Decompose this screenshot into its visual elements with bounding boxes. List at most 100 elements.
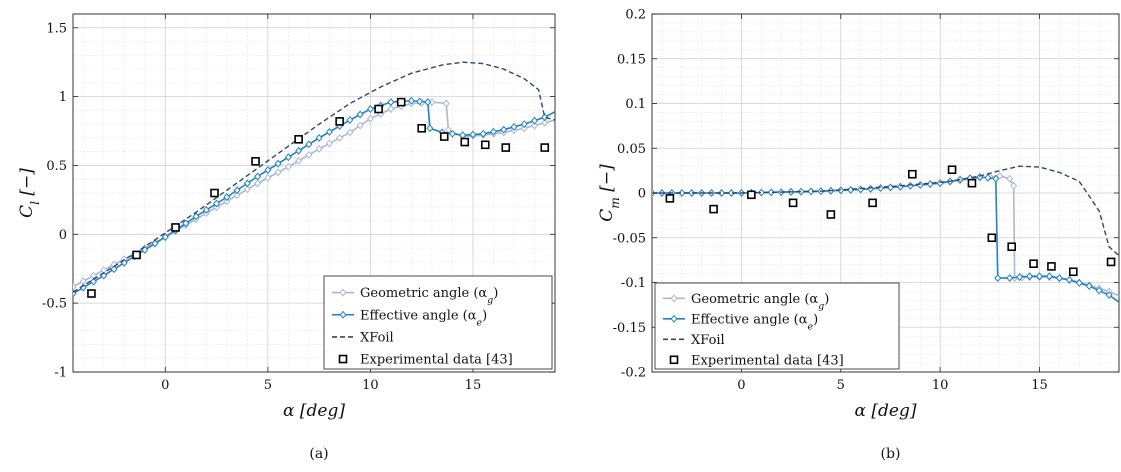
data-point-diamond [718,189,726,197]
data-point-diamond [295,156,303,165]
data-point-diamond [916,180,924,189]
data-point-diamond [887,183,894,192]
data-point-diamond [469,130,477,139]
y-axis-label: Cm [−] [597,164,622,222]
y-tick-label: -1 [54,366,67,381]
data-point-diamond [346,116,354,124]
legend-entry-label: XFoil [691,333,725,348]
data-point-diamond [1095,286,1103,295]
data-point-square [171,223,180,232]
subscript: g [487,295,493,306]
data-point-diamond [1026,272,1034,281]
data-point-diamond [877,184,884,193]
data-point-diamond [896,182,904,191]
data-point-square [87,289,96,298]
data-point-diamond [356,110,364,119]
data-point-square [460,137,470,147]
plot-frame [72,13,556,373]
data-point-square [967,178,977,188]
plot-area [73,61,555,298]
chart-panel-b: -0.2 -0.15 -0.1 -0.05 0 0.05 0.1 0.15 0.2 0 5 10 15 α… [597,8,1120,462]
x-tick-label: 10 [932,378,949,393]
data-point-square [294,135,303,144]
data-point-square [335,117,344,126]
y-tick-label: 0.1 [625,97,646,112]
legend-entry-label: Effective angle (αe) [691,312,818,332]
data-point-diamond [807,187,815,196]
text-run: Experimental data [43] [360,353,513,368]
data-point-square [396,97,406,107]
data-point-square [1007,242,1016,251]
legend: Geometric angle (αg)Effective angle (αe)… [323,275,553,370]
data-point-diamond [141,245,149,254]
text-run: Geometric angle (α [360,286,487,301]
text-run: C [17,205,37,218]
data-point-diamond [531,116,538,125]
data-point-diamond [490,127,497,136]
series-3 [87,97,550,298]
data-point-square [1047,262,1056,271]
data-point-diamond [424,98,432,107]
data-point-diamond [479,129,487,138]
data-point-diamond [500,125,508,134]
series-1 [73,96,555,298]
data-point-diamond [444,125,452,134]
data-point-diamond [325,127,333,136]
data-point-square [826,210,836,219]
data-point-diamond [336,133,344,142]
data-point-diamond [1010,181,1018,190]
panel-label: (a) [309,446,328,462]
data-point-diamond [202,206,210,214]
data-point-square [665,194,675,203]
data-point-diamond [797,187,805,196]
panel-label: (b) [881,446,901,462]
data-point-diamond [531,121,538,130]
legend-entry-label: Geometric angle (αg) [691,292,829,312]
data-point-diamond [387,105,395,113]
data-point-diamond [284,162,292,171]
data-point-square [1106,257,1116,267]
data-point-diamond [510,122,518,131]
data-point-diamond [520,120,528,129]
y-tick-label: 0 [638,187,646,202]
subscript: e [477,317,483,328]
data-point-diamond [1006,274,1014,282]
data-point-diamond [295,146,303,155]
data-point-square [501,143,511,152]
data-point-square [947,165,957,175]
data-point-square [709,204,718,214]
data-point-diamond [1065,275,1073,284]
legend-entry-label: XFoil [360,330,394,345]
text-run: [−] [17,168,37,201]
data-point-square [868,198,877,208]
data-point-square [374,104,383,114]
series-2 [73,61,555,293]
text-run: Effective angle (α [691,312,808,327]
data-point-diamond [996,172,1004,180]
data-point-diamond [857,185,865,194]
data-point-diamond [305,140,313,149]
data-point-diamond [233,191,241,200]
data-point-diamond [110,265,118,274]
data-point-diamond [284,153,292,162]
text-run: C [597,209,617,222]
legend-swatch-diamond [670,294,678,303]
data-point-diamond [1055,274,1063,282]
data-point-diamond [448,129,456,138]
y-tick-label: -0.5 [42,297,67,312]
data-point-diamond [926,180,934,189]
data-point-diamond [1085,282,1093,291]
data-point-diamond [346,128,354,137]
x-tick-label: 5 [264,378,272,393]
data-point-diamond [387,98,395,107]
data-point-diamond [767,188,775,197]
grid [652,13,1120,373]
data-point-square [417,123,426,133]
data-point-diamond [274,168,282,177]
x-tick-label: 15 [1031,378,1048,393]
data-point-diamond [73,282,77,291]
legend-entry-label: Experimental data [43] [691,353,844,368]
plot-area [652,165,1119,303]
y-tick-label: 0.05 [617,142,646,157]
